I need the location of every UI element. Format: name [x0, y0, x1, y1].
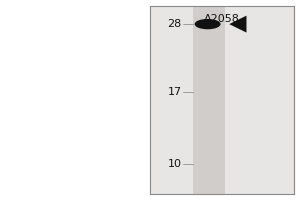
Polygon shape [229, 16, 247, 33]
Text: 10: 10 [168, 159, 182, 169]
Text: A2058: A2058 [204, 14, 240, 24]
Ellipse shape [195, 19, 220, 29]
Bar [193, 6, 225, 194]
Text: 17: 17 [168, 87, 182, 97]
Text: 28: 28 [167, 19, 182, 29]
